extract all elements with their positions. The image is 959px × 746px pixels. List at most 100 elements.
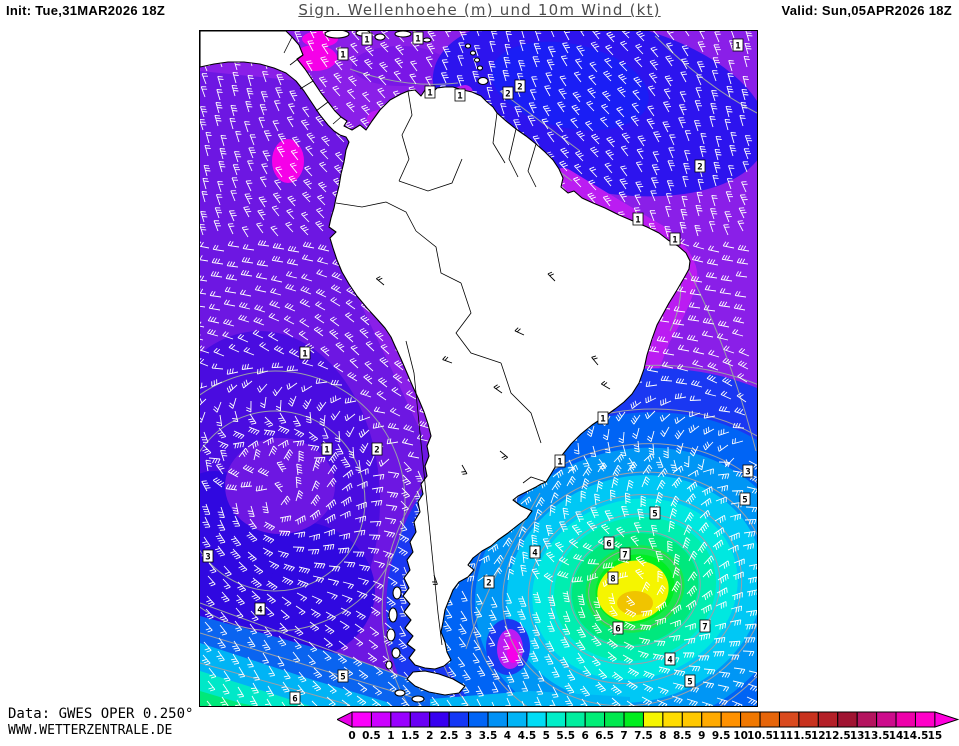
svg-text:7: 7 <box>622 551 627 561</box>
country-borders <box>283 36 547 646</box>
colorbar-segment <box>584 711 606 728</box>
island <box>469 50 477 56</box>
south-america-landmass <box>200 31 691 670</box>
colorbar-tick-label: 4 <box>504 730 511 741</box>
colorbar-segment <box>506 711 528 728</box>
colorbar-canvas: 0 0.5 1 1.5 2 2.5 3 3.5 4 4.5 5 5.5 6 6.5 7 7.5 8 8.5 9 9.5… <box>335 711 959 742</box>
colorbar-segment <box>778 711 800 728</box>
colorbar-segment <box>370 711 392 728</box>
chart-title: Sign. Wellenhoehe (m) und 10m Wind (kt) <box>298 1 661 19</box>
colorbar-segment <box>604 711 625 728</box>
colorbar-segment <box>740 711 761 728</box>
colorbar-segment <box>429 711 450 728</box>
svg-text:1: 1 <box>364 36 369 46</box>
svg-text:2: 2 <box>505 90 510 100</box>
colorbar-segment <box>565 711 586 728</box>
colorbar-tick-label: 6 <box>582 730 589 741</box>
svg-text:3: 3 <box>205 553 210 563</box>
island <box>385 660 393 670</box>
landmass <box>200 31 691 703</box>
colorbar-segment <box>837 711 858 728</box>
colorbar-tick-label: 11 <box>772 730 787 741</box>
island <box>324 31 350 39</box>
svg-text:1: 1 <box>340 51 345 61</box>
colorbar-tick-label: 13 <box>850 730 865 741</box>
colorbar-tick-label: 3.5 <box>479 730 498 741</box>
colorbar-segment <box>876 711 897 728</box>
colorbar-tick-label: 2.5 <box>440 730 459 741</box>
island <box>473 57 481 63</box>
colorbar-segment <box>642 711 664 728</box>
svg-text:2: 2 <box>517 83 522 93</box>
colorbar-tick-label: 9 <box>698 730 705 741</box>
svg-text:1: 1 <box>427 89 432 99</box>
svg-text:2: 2 <box>486 579 491 589</box>
island <box>477 76 489 86</box>
valid-time-label: Valid: Sun,05APR2026 18Z <box>781 3 952 18</box>
colorbar-tick-label: 5 <box>543 730 550 741</box>
colorbar-segment <box>914 711 936 728</box>
svg-text:1: 1 <box>557 458 562 468</box>
colorbar-tick-label: 11.5 <box>786 730 812 741</box>
colorbar-segment <box>681 711 703 728</box>
colorbar-tick-label: 2 <box>426 730 433 741</box>
tierra-del-fuego-island <box>406 670 466 696</box>
svg-text:5: 5 <box>652 510 657 520</box>
colorbar-segment <box>701 711 722 728</box>
colorbar-tick-label: 12 <box>811 730 826 741</box>
svg-text:1: 1 <box>635 216 640 226</box>
island <box>388 607 398 623</box>
colorbar-segment <box>895 711 916 728</box>
svg-text:1: 1 <box>302 350 307 360</box>
svg-text:5: 5 <box>742 496 747 506</box>
island <box>394 31 412 38</box>
colorbar-segment <box>759 711 780 728</box>
colorbar-segment <box>545 711 567 728</box>
svg-text:3: 3 <box>745 468 750 478</box>
wind-barbs-land <box>376 271 611 585</box>
colorbar-segment <box>409 711 431 728</box>
colorbar-segment <box>623 711 644 728</box>
colorbar-tick-label: 8 <box>659 730 666 741</box>
colorbar-segment <box>351 711 372 728</box>
svg-text:1: 1 <box>735 42 740 52</box>
island <box>392 586 402 600</box>
colorbar-segment <box>720 711 742 728</box>
colorbar-tick-label: 10 <box>733 730 748 741</box>
colorbar-tick-label: 12.5 <box>825 730 851 741</box>
data-source-label: Data: GWES OPER 0.250° <box>8 706 194 722</box>
colorbar-tick-label: 5.5 <box>556 730 575 741</box>
island <box>476 65 484 71</box>
colorbar-segment <box>487 711 508 728</box>
svg-text:6: 6 <box>615 625 620 635</box>
island <box>374 33 386 41</box>
colorbar-tick-label: 7 <box>620 730 627 741</box>
svg-text:1: 1 <box>415 35 420 45</box>
colorbar-tick-label: 14 <box>889 730 904 741</box>
colorbar-tick-label: 3 <box>465 730 472 741</box>
svg-text:1: 1 <box>600 415 605 425</box>
colorbar-segment <box>856 711 878 728</box>
svg-text:2: 2 <box>374 446 379 456</box>
svg-text:4: 4 <box>532 549 538 559</box>
wave-height-colorbar: 0 0.5 1 1.5 2 2.5 3 3.5 4 4.5 5 5.5 6 6.5 7 7.5 8 8.5 9 9.5… <box>335 711 959 742</box>
init-time-label: Init: Tue,31MAR2026 18Z <box>6 3 166 18</box>
colorbar-tick-label: 4.5 <box>518 730 537 741</box>
colorbar-segment <box>817 711 839 728</box>
colorbar-segment <box>798 711 819 728</box>
colorbar-segment <box>468 711 489 728</box>
colorbar-tick-label: 1 <box>387 730 394 741</box>
website-label: WWW.WETTERZENTRALE.DE <box>8 723 173 738</box>
colorbar-tick-label: 8.5 <box>673 730 692 741</box>
island <box>394 689 406 697</box>
svg-text:1: 1 <box>672 236 677 246</box>
svg-text:4: 4 <box>667 656 673 666</box>
colorbar-right-arrow <box>934 711 959 728</box>
svg-text:5: 5 <box>687 678 692 688</box>
svg-text:8: 8 <box>610 575 615 585</box>
svg-text:1: 1 <box>457 92 462 102</box>
island <box>391 647 401 659</box>
